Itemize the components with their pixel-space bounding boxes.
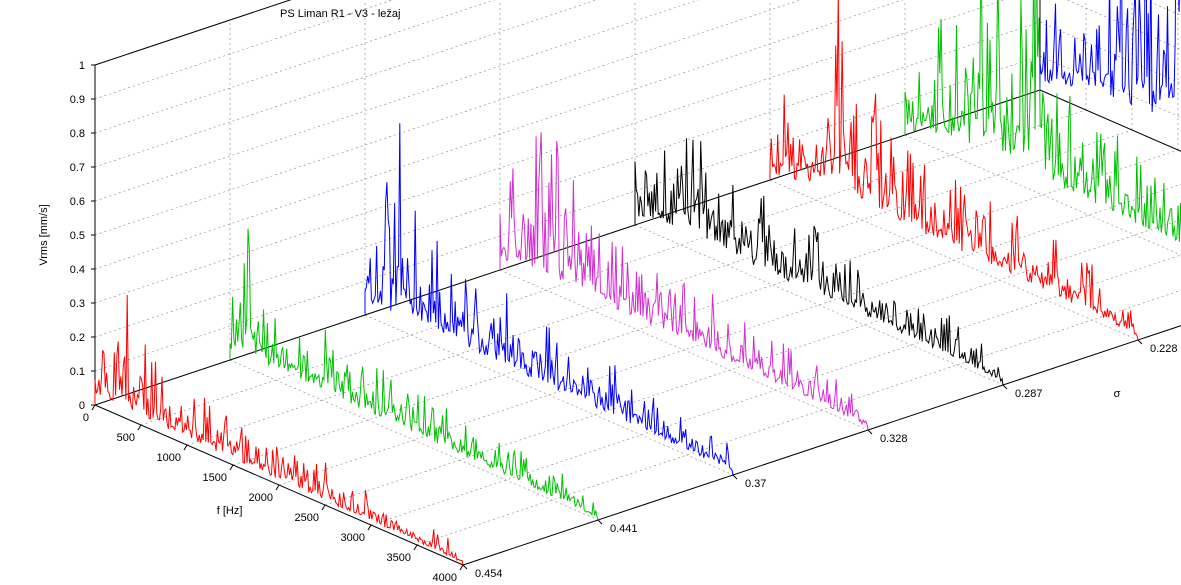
svg-text:0.7: 0.7 [70, 162, 85, 174]
svg-text:0.328: 0.328 [880, 433, 908, 445]
svg-text:0: 0 [83, 412, 89, 424]
svg-text:0: 0 [79, 400, 85, 412]
svg-text:0.5: 0.5 [70, 230, 85, 242]
svg-text:2000: 2000 [249, 492, 273, 504]
svg-text:2500: 2500 [295, 512, 319, 524]
svg-text:0.1: 0.1 [70, 366, 85, 378]
svg-text:0.441: 0.441 [610, 523, 638, 535]
svg-text:Vrms [mm/s]: Vrms [mm/s] [38, 204, 50, 265]
svg-text:1000: 1000 [157, 452, 181, 464]
svg-text:0.37: 0.37 [745, 478, 766, 490]
svg-text:3500: 3500 [387, 552, 411, 564]
svg-text:0.2: 0.2 [70, 332, 85, 344]
svg-text:0.3: 0.3 [70, 298, 85, 310]
svg-text:σ: σ [1114, 388, 1121, 400]
svg-text:1500: 1500 [203, 472, 227, 484]
svg-text:4000: 4000 [433, 572, 457, 584]
svg-text:0.287: 0.287 [1015, 388, 1043, 400]
svg-text:500: 500 [117, 432, 135, 444]
svg-text:0.9: 0.9 [70, 94, 85, 106]
svg-text:0.454: 0.454 [475, 568, 503, 580]
svg-text:0.4: 0.4 [70, 264, 85, 276]
svg-text:3000: 3000 [341, 532, 365, 544]
svg-text:1: 1 [79, 60, 85, 72]
svg-text:0.228: 0.228 [1150, 343, 1178, 355]
svg-text:0.8: 0.8 [70, 128, 85, 140]
svg-text:0.6: 0.6 [70, 196, 85, 208]
chart-title: PS Liman R1 - V3 - ležaj [280, 8, 400, 20]
waterfall-3d-chart: 0 0.1 0.2 0.3 0.4 0.5 0.6 0.7 0.8 0.9 1 0 500 1000 150… [0, 0, 1181, 585]
svg-text:f [Hz]: f [Hz] [217, 505, 243, 517]
